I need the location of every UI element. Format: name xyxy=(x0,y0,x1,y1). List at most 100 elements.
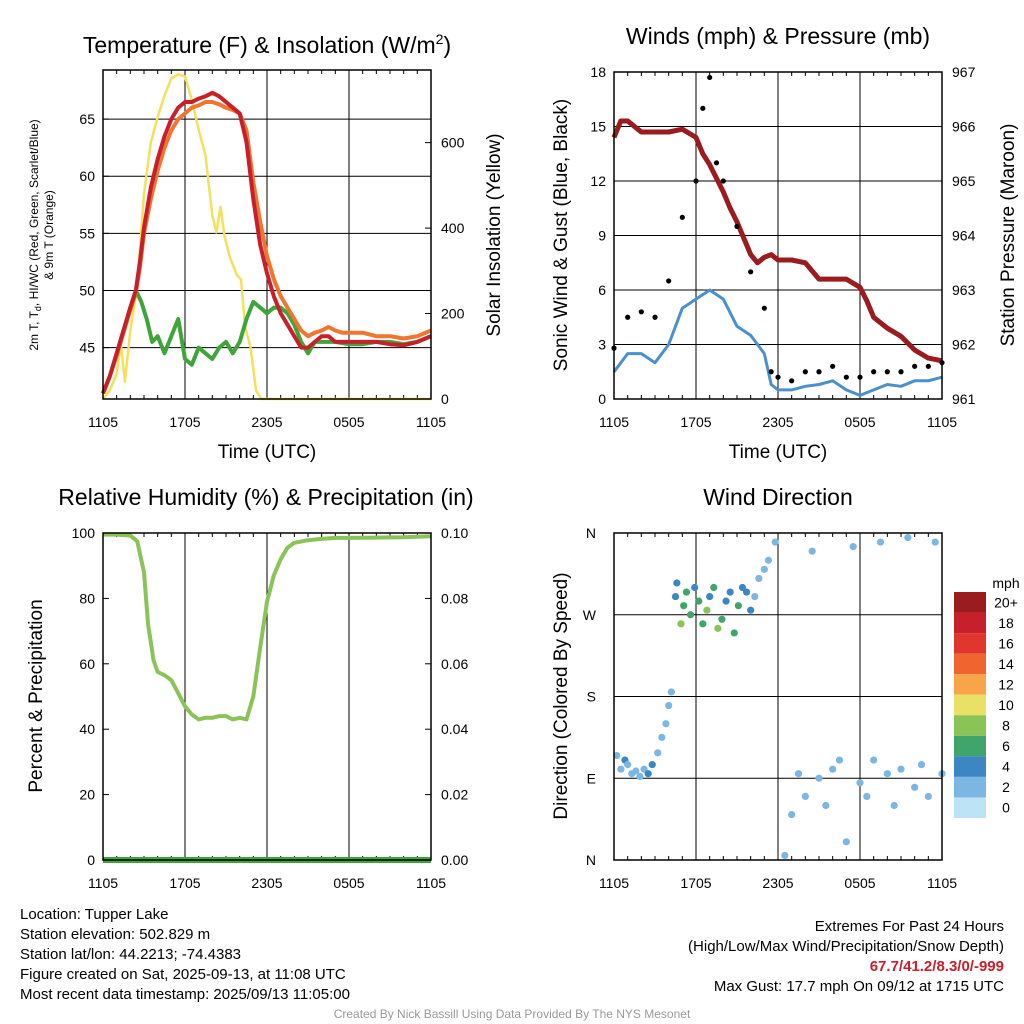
direction-point xyxy=(822,801,830,810)
gust-point xyxy=(925,363,931,369)
y2-tick-label: 0.04 xyxy=(441,721,468,737)
x-tick-label: 1105 xyxy=(599,414,629,430)
temperature-y-label-line1: 2m T, Td, HI/WC (Red, Green, Scarlet/Blu… xyxy=(27,119,43,350)
temperature-x-ticks: 1105 1705 2305 0505 1105 xyxy=(88,414,446,430)
temperature-x-label: Time (UTC) xyxy=(218,442,317,463)
y-tick-label: 3 xyxy=(598,337,606,353)
insolation-y2-label: Solar Insolation (Yellow) xyxy=(484,133,505,336)
colorbar-swatch xyxy=(954,633,986,654)
colorbar-label: 8 xyxy=(1002,718,1010,734)
y-tick-label: 45 xyxy=(79,340,95,356)
humidity-y-label: Percent & Precipitation xyxy=(26,599,47,792)
humidity-plot-frame xyxy=(102,532,432,861)
direction-point xyxy=(876,538,885,546)
direction-point xyxy=(897,765,905,773)
y2-tick-label: 400 xyxy=(441,220,465,236)
gust-point xyxy=(679,214,685,220)
x-tick-label: 1105 xyxy=(927,414,957,430)
direction-point xyxy=(835,756,844,764)
y-tick-label: 20 xyxy=(79,787,95,803)
direction-point xyxy=(680,602,688,610)
y2-tick-label: 961 xyxy=(952,391,976,407)
direction-point xyxy=(771,538,779,546)
direction-point xyxy=(842,838,850,846)
winds-y-label: Sonic Wind & Gust (Blue, Black) xyxy=(551,99,572,371)
direction-point xyxy=(849,543,857,551)
y-tick-label: 80 xyxy=(79,590,95,606)
direction-point xyxy=(730,629,738,637)
colorbar-swatch xyxy=(954,756,986,777)
direction-point xyxy=(883,770,891,778)
direction-points xyxy=(613,533,946,860)
direction-point xyxy=(801,792,809,801)
colorbar-swatch xyxy=(954,797,986,818)
direction-point xyxy=(695,597,703,605)
colorbar-swatch xyxy=(954,694,986,716)
x-tick-label: 0505 xyxy=(333,875,364,891)
temperature-grid xyxy=(102,70,432,400)
x-tick-label: 0505 xyxy=(333,414,364,430)
direction-point xyxy=(644,770,652,778)
direction-point xyxy=(658,733,666,741)
extremes-info: Extremes For Past 24 Hours (High/Low/Max… xyxy=(688,917,1004,997)
y2-tick-label: 0.10 xyxy=(441,525,468,541)
speed-colorbar: 20+ 18 16 14 12 10 8 6 4 2 0 xyxy=(954,592,1018,818)
y-tick-label: 65 xyxy=(79,111,95,127)
x-tick-label: 1105 xyxy=(88,414,118,430)
winds-title: Winds (mph) & Pressure (mb) xyxy=(626,23,930,49)
gust-point xyxy=(802,369,808,375)
colorbar-label: 4 xyxy=(1002,759,1010,775)
station-info: Location: Tupper Lake Station elevation:… xyxy=(20,905,350,1005)
direction-point xyxy=(764,556,773,564)
y2-tick-label: 962 xyxy=(952,337,976,353)
direction-y-label: Direction (Colored By Speed) xyxy=(551,572,572,819)
y2-tick-label: 967 xyxy=(952,64,976,80)
direction-point xyxy=(890,801,898,810)
x-tick-label: 1105 xyxy=(927,875,957,891)
x-tick-label: 0505 xyxy=(844,414,875,430)
gust-point xyxy=(898,369,904,375)
colorbar-swatch xyxy=(954,653,986,675)
gust-point xyxy=(816,369,822,375)
gust-point xyxy=(912,363,918,369)
direction-point xyxy=(671,592,680,601)
colorbar-label: 18 xyxy=(998,615,1014,631)
y2-tick-label: 963 xyxy=(952,282,976,298)
direction-point xyxy=(636,772,644,781)
credit-line: Created By Nick Bassill Using Data Provi… xyxy=(333,1007,691,1021)
station-elevation: Station elevation: 502.829 m xyxy=(20,926,211,943)
x-tick-label: 1705 xyxy=(680,875,711,891)
max-gust: Max Gust: 17.7 mph On 09/12 at 1715 UTC xyxy=(713,978,1004,995)
winds-x-label: Time (UTC) xyxy=(729,442,828,463)
temperature-y2-ticks: 0 200 400 600 xyxy=(441,135,465,407)
temperature-series xyxy=(101,73,432,401)
gust-point xyxy=(871,369,877,375)
series-line xyxy=(612,288,943,397)
direction-point xyxy=(904,533,912,542)
direction-point xyxy=(815,774,823,782)
humidity-grid xyxy=(102,532,432,861)
direction-x-ticks: 1105 1705 2305 0505 1105 xyxy=(599,875,957,891)
gust-point xyxy=(857,374,863,380)
x-tick-label: 1105 xyxy=(88,875,118,891)
y-tick-label: W xyxy=(583,607,597,623)
y-tick-label: 60 xyxy=(79,656,95,672)
y-tick-label: N xyxy=(586,852,596,868)
x-tick-label: 1105 xyxy=(416,875,446,891)
direction-point xyxy=(924,792,932,801)
x-tick-label: 1105 xyxy=(599,875,629,891)
extremes-fields: (High/Low/Max Wind/Precipitation/Snow De… xyxy=(688,938,1004,955)
y-tick-label: S xyxy=(587,689,596,705)
humidity-y2-ticks: 0.00 0.02 0.04 0.06 0.08 0.10 xyxy=(441,525,468,868)
gust-point xyxy=(666,278,672,284)
colorbar-swatch xyxy=(954,776,986,798)
gust-point xyxy=(768,369,774,375)
direction-point xyxy=(667,688,676,696)
y2-tick-label: 966 xyxy=(952,119,976,135)
direction-point xyxy=(726,588,734,596)
extremes-heading: Extremes For Past 24 Hours xyxy=(814,918,1004,935)
temperature-y-ticks: 45 50 55 60 65 xyxy=(79,111,95,355)
direction-point xyxy=(917,761,926,769)
y-tick-label: 6 xyxy=(598,282,606,298)
direction-point xyxy=(682,588,691,596)
